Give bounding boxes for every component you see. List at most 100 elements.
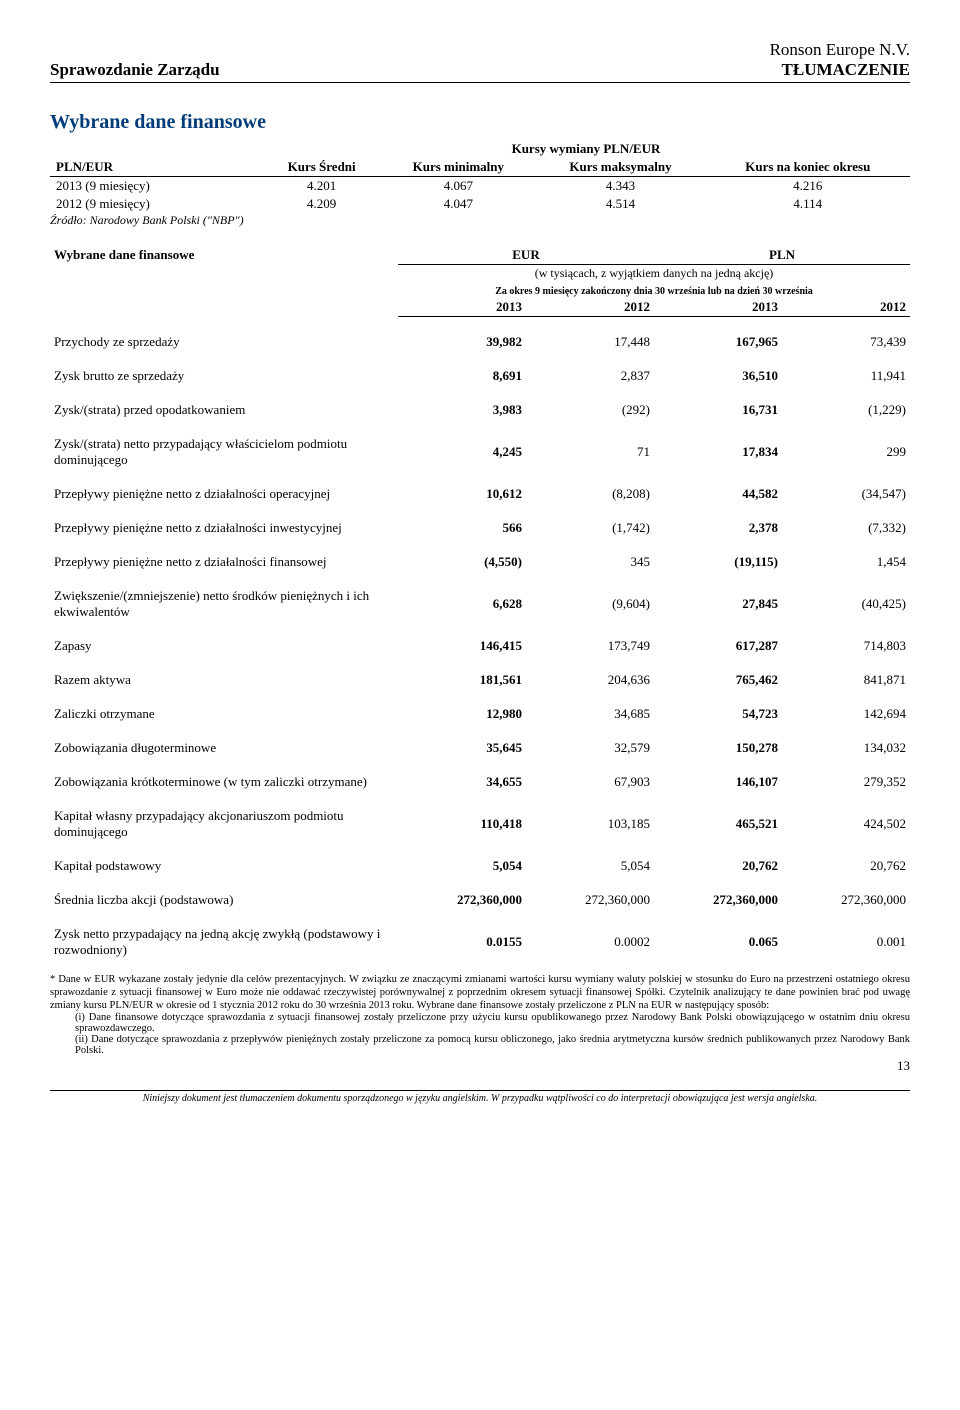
year-col: 2013 [398,298,526,317]
fin-value: (8,208) [526,485,654,503]
fin-value: 4,245 [398,435,526,469]
fin-value: 345 [526,553,654,571]
fin-value: 0.001 [782,925,910,959]
fin-value: (9,604) [526,587,654,621]
fin-value: 6,628 [398,587,526,621]
fin-value: 20,762 [782,857,910,875]
fin-value: 279,352 [782,773,910,791]
fin-row: Zaliczki otrzymane12,98034,68554,723142,… [50,705,910,723]
fin-value: 167,965 [654,333,782,351]
fin-value: 12,980 [398,705,526,723]
fin-row: Kapitał własny przypadający akcjonariusz… [50,807,910,841]
fin-value: (292) [526,401,654,419]
fin-value: 465,521 [654,807,782,841]
year-col: 2012 [782,298,910,317]
fin-value: 54,723 [654,705,782,723]
fin-value: 34,655 [398,773,526,791]
fin-row: Przepływy pieniężne netto z działalności… [50,553,910,571]
fin-value: 424,502 [782,807,910,841]
fin-value: (4,550) [398,553,526,571]
fin-value: 39,982 [398,333,526,351]
rates-val: 4.114 [706,195,910,213]
fin-value: 0.065 [654,925,782,959]
rates-source: Źródło: Narodowy Bank Polski ("NBP") [50,213,910,228]
fin-value: 2,378 [654,519,782,537]
rates-row-label: 2013 (9 miesięcy) [50,177,262,196]
fin-row: Średnia liczba akcji (podstawowa)272,360… [50,891,910,909]
year-col: 2013 [654,298,782,317]
fin-value: 10,612 [398,485,526,503]
fin-row: Przepływy pieniężne netto z działalności… [50,519,910,537]
rates-caption: Kursy wymiany PLN/EUR [262,140,910,158]
fin-value: 566 [398,519,526,537]
fin-row-label: Zysk/(strata) przed opodatkowaniem [50,401,398,419]
company-name: Ronson Europe N.V. [770,40,910,60]
fin-value: 765,462 [654,671,782,689]
fin-row: Razem aktywa181,561204,636765,462841,871 [50,671,910,689]
fin-row-label: Zysk netto przypadający na jedną akcję z… [50,925,398,959]
fin-row-label: Zobowiązania długoterminowe [50,739,398,757]
rates-col-end: Kurs na koniec okresu [706,158,910,177]
fin-value: 1,454 [782,553,910,571]
fin-row-label: Zwiększenie/(zmniejszenie) netto środków… [50,587,398,621]
fin-row-label: Zaliczki otrzymane [50,705,398,723]
fin-row-label: Przychody ze sprzedaży [50,333,398,351]
fin-value: 32,579 [526,739,654,757]
fin-value: 714,803 [782,637,910,655]
unit-note: (w tysiącach, z wyjątkiem danych na jedn… [398,265,910,283]
translation-label: TŁUMACZENIE [770,60,910,80]
rates-col-avg: Kurs Średni [262,158,381,177]
rates-col-min: Kurs minimalny [381,158,535,177]
fin-row: Zapasy146,415173,749617,287714,803 [50,637,910,655]
fin-value: 27,845 [654,587,782,621]
fin-value: 36,510 [654,367,782,385]
fin-value: 150,278 [654,739,782,757]
section-title: Wybrane dane finansowe [50,111,910,134]
header-right: Ronson Europe N.V. TŁUMACZENIE [770,40,910,80]
rates-row-label: 2012 (9 miesięcy) [50,195,262,213]
rates-val: 4.216 [706,177,910,196]
fin-value: 5,054 [526,857,654,875]
fin-value: 146,415 [398,637,526,655]
fin-value: (1,229) [782,401,910,419]
fin-value: 3,983 [398,401,526,419]
fin-row: Zysk brutto ze sprzedaży8,6912,83736,510… [50,367,910,385]
fin-row: Zobowiązania krótkoterminowe (w tym zali… [50,773,910,791]
fin-value: (1,742) [526,519,654,537]
fin-row: Zobowiązania długoterminowe35,64532,5791… [50,739,910,757]
fin-row-label: Zobowiązania krótkoterminowe (w tym zali… [50,773,398,791]
rates-col-max: Kurs maksymalny [535,158,705,177]
fin-value: 272,360,000 [654,891,782,909]
period-note: Za okres 9 miesięcy zakończony dnia 30 w… [398,282,910,298]
fin-row: Zysk netto przypadający na jedną akcję z… [50,925,910,959]
year-col: 2012 [526,298,654,317]
fin-value: 2,837 [526,367,654,385]
fin-value: 0.0002 [526,925,654,959]
rates-val: 4.067 [381,177,535,196]
currency-eur: EUR [398,246,654,265]
fin-row-label: Przepływy pieniężne netto z działalności… [50,553,398,571]
fin-value: 841,871 [782,671,910,689]
page-number: 13 [50,1058,910,1074]
fin-value: (40,425) [782,587,910,621]
rates-val: 4.514 [535,195,705,213]
fin-value: 181,561 [398,671,526,689]
fin-row-label: Razem aktywa [50,671,398,689]
rates-col-label: PLN/EUR [50,158,262,177]
fin-value: 73,439 [782,333,910,351]
fin-value: 11,941 [782,367,910,385]
fin-value: 204,636 [526,671,654,689]
rates-val: 4.343 [535,177,705,196]
fin-value: 17,448 [526,333,654,351]
footnote-i: (i) Dane finansowe dotyczące sprawozdani… [50,1012,910,1034]
page-header: Sprawozdanie Zarządu Ronson Europe N.V. … [50,40,910,83]
footnote-main: * Dane w EUR wykazane zostały jedynie dl… [50,973,910,1012]
fin-row-label: Przepływy pieniężne netto z działalności… [50,519,398,537]
fin-value: (19,115) [654,553,782,571]
fin-value: 272,360,000 [398,891,526,909]
rates-row: 2012 (9 miesięcy) 4.209 4.047 4.514 4.11… [50,195,910,213]
fin-row-label: Kapitał podstawowy [50,857,398,875]
footer-disclaimer: Niniejszy dokument jest tłumaczeniem dok… [50,1090,910,1104]
fin-value: 16,731 [654,401,782,419]
fin-value: (34,547) [782,485,910,503]
